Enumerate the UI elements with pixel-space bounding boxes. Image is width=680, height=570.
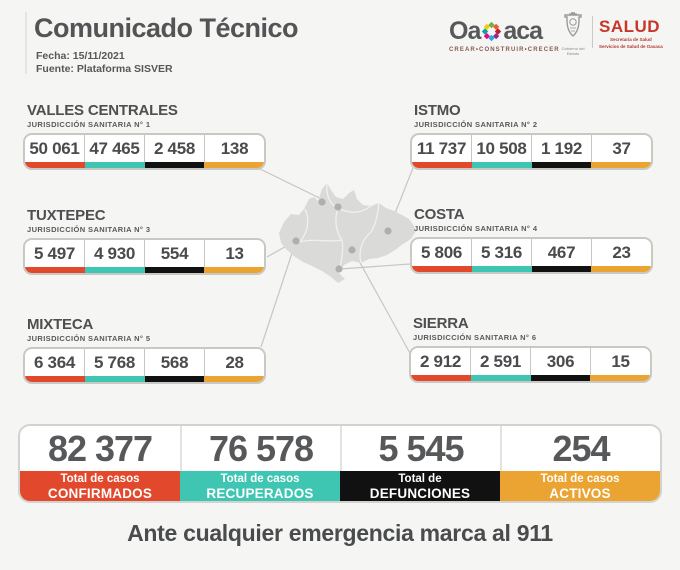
salud-subline-1: Secretaría de Salud bbox=[610, 37, 652, 42]
logo-divider bbox=[592, 16, 593, 48]
category-color-strip bbox=[25, 376, 264, 382]
recovered-value: 5 316 bbox=[471, 239, 531, 266]
emergency-message: Ante cualquier emergencia marca al 911 bbox=[127, 520, 553, 546]
active-value: 15 bbox=[590, 348, 650, 375]
deaths-value: 306 bbox=[530, 348, 590, 375]
recovered-value: 47 465 bbox=[84, 135, 144, 162]
category-color-strip bbox=[25, 267, 264, 273]
region-stats-box: 2 912 2 591 306 15 bbox=[409, 346, 652, 383]
region-valles-centrales: VALLES CENTRALES JURISDICCIÓN SANITARIA … bbox=[23, 102, 266, 170]
region-sierra: SIERRA JURISDICCIÓN SANITARIA N° 6 2 912… bbox=[409, 315, 652, 383]
deaths-value: 568 bbox=[144, 349, 204, 376]
total-recovered-value: 76 578 bbox=[180, 426, 340, 471]
region-jurisdiction: JURISDICCIÓN SANITARIA N° 1 bbox=[27, 120, 151, 129]
region-stats-box: 50 061 47 465 2 458 138 bbox=[23, 133, 266, 170]
total-deaths-label: Total de DEFUNCIONES bbox=[340, 471, 500, 501]
region-name: ISTMO bbox=[414, 102, 461, 119]
active-value: 138 bbox=[204, 135, 264, 162]
region-jurisdiction: JURISDICCIÓN SANITARIA N° 6 bbox=[413, 333, 537, 342]
total-recovered-label: Total de casos RECUPERADOS bbox=[180, 471, 340, 501]
source-line: Fuente: Plataforma SISVER bbox=[36, 63, 173, 75]
region-stats-box: 5 806 5 316 467 23 bbox=[410, 237, 653, 274]
deaths-value: 467 bbox=[531, 239, 591, 266]
oaxaca-logo: Oa aca CREAR•CONSTRUIR•CRECER bbox=[449, 17, 560, 53]
region-mixteca: MIXTECA JURISDICCIÓN SANITARIA N° 5 6 36… bbox=[23, 316, 266, 384]
page-title: Comunicado Técnico bbox=[34, 13, 299, 43]
date-line: Fecha: 15/11/2021 bbox=[36, 50, 125, 62]
state-crest: Gobierno del Estado bbox=[560, 12, 586, 56]
state-outline bbox=[279, 183, 416, 283]
salud-subline-2: Servicios de Salud de Oaxaca bbox=[599, 43, 663, 49]
active-value: 37 bbox=[591, 135, 651, 162]
confirmed-value: 5 806 bbox=[420, 242, 463, 262]
category-color-strip bbox=[412, 266, 651, 272]
recovered-value: 2 591 bbox=[470, 348, 530, 375]
total-recovered: 76 578 Total de casos RECUPERADOS bbox=[180, 426, 340, 501]
deaths-value: 554 bbox=[144, 240, 204, 267]
confirmed-value: 11 737 bbox=[416, 138, 467, 158]
state-totals-bar: 82 377 Total de casos CONFIRMADOS 76 578… bbox=[18, 424, 662, 503]
district-dots bbox=[292, 198, 392, 273]
category-color-strip bbox=[25, 162, 264, 168]
oaxaca-tagline: CREAR•CONSTRUIR•CRECER bbox=[449, 47, 560, 53]
total-confirmed-label: Total de casos CONFIRMADOS bbox=[20, 471, 180, 501]
header-accent-rule bbox=[25, 12, 27, 74]
category-color-strip bbox=[411, 375, 650, 381]
region-costa: COSTA JURISDICCIÓN SANITARIA N° 4 5 806 … bbox=[410, 206, 653, 274]
region-istmo: ISTMO JURISDICCIÓN SANITARIA N° 2 11 737… bbox=[410, 102, 653, 170]
confirmed-value: 50 061 bbox=[29, 138, 80, 158]
active-value: 23 bbox=[591, 239, 651, 266]
crest-caption: Gobierno del Estado bbox=[561, 46, 585, 56]
connector-lines bbox=[257, 167, 414, 356]
total-confirmed-value: 82 377 bbox=[47, 427, 153, 469]
oaxaca-word-left: Oa bbox=[449, 17, 481, 45]
recovered-value: 10 508 bbox=[471, 135, 531, 162]
deaths-value: 2 458 bbox=[144, 135, 204, 162]
active-value: 28 bbox=[204, 349, 264, 376]
total-active-label: Total de casos ACTIVOS bbox=[500, 471, 660, 501]
region-jurisdiction: JURISDICCIÓN SANITARIA N° 4 bbox=[414, 224, 538, 233]
recovered-value: 4 930 bbox=[84, 240, 144, 267]
deaths-value: 1 192 bbox=[531, 135, 591, 162]
region-stats-box: 5 497 4 930 554 13 bbox=[23, 238, 266, 275]
total-deaths-value: 5 545 bbox=[340, 426, 500, 471]
region-jurisdiction: JURISDICCIÓN SANITARIA N° 3 bbox=[27, 225, 151, 234]
oaxaca-wordmark: Oa aca bbox=[449, 17, 560, 46]
active-value: 13 bbox=[204, 240, 264, 267]
region-tuxtepec: TUXTEPEC JURISDICCIÓN SANITARIA N° 3 5 4… bbox=[23, 207, 266, 275]
state-crest-icon bbox=[564, 12, 582, 37]
region-jurisdiction: JURISDICCIÓN SANITARIA N° 5 bbox=[27, 334, 151, 343]
total-active-value: 254 bbox=[500, 426, 660, 471]
confirmed-value: 2 912 bbox=[419, 351, 462, 371]
pinwheel-x-icon bbox=[482, 21, 502, 42]
region-name: VALLES CENTRALES bbox=[27, 102, 178, 119]
total-deaths: 5 545 Total de DEFUNCIONES bbox=[340, 426, 500, 501]
recovered-value: 5 768 bbox=[84, 349, 144, 376]
oaxaca-word-right: aca bbox=[503, 17, 543, 45]
confirmed-value: 5 497 bbox=[33, 243, 76, 263]
region-name: SIERRA bbox=[413, 315, 469, 332]
salud-wordmark: SALUD bbox=[599, 17, 661, 36]
confirmed-value: 6 364 bbox=[33, 352, 76, 372]
salud-logo: SALUD Secretaría de Salud Servicios de S… bbox=[599, 17, 663, 51]
region-stats-box: 6 364 5 768 568 28 bbox=[23, 347, 266, 384]
region-name: COSTA bbox=[414, 206, 465, 223]
region-name: TUXTEPEC bbox=[27, 207, 106, 224]
total-active: 254 Total de casos ACTIVOS bbox=[500, 426, 660, 501]
category-color-strip bbox=[412, 162, 651, 168]
region-stats-box: 11 737 10 508 1 192 37 bbox=[410, 133, 653, 170]
total-confirmed: 82 377 Total de casos CONFIRMADOS bbox=[20, 426, 180, 501]
region-name: MIXTECA bbox=[27, 316, 94, 333]
district-borders bbox=[299, 182, 380, 274]
region-jurisdiction: JURISDICCIÓN SANITARIA N° 2 bbox=[414, 120, 538, 129]
